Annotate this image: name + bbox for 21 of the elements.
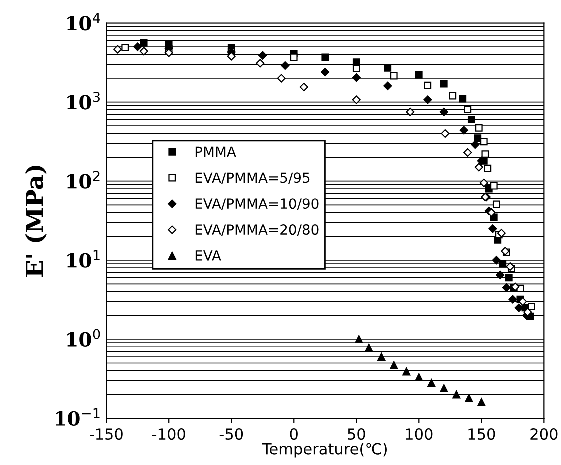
x-tick-label: -100 [152,428,186,440]
legend-label: EVA/PMMA=5/95 [196,172,310,184]
y-axis-title: E' (MPa) [25,166,47,277]
y-tick-label: 10$^{1}$ [68,250,100,268]
x-tick-label: 0 [290,428,298,440]
legend-label: EVA [196,250,222,261]
x-tick-label: 150 [468,428,496,440]
y-tick-label: 10$^{0}$ [68,329,100,347]
legend-label: EVA/PMMA=10/90 [196,198,319,210]
x-tick-label: -50 [220,428,244,440]
y-tick-label: 10$^{2}$ [68,171,100,189]
y-tick-label: 10$^{−1}$ [56,408,100,426]
x-tick-label: 50 [348,428,366,440]
legend-label: PMMA [196,146,236,158]
x-tick-label: 200 [530,428,558,440]
x-axis-title: Temperature(℃) [262,443,387,458]
legend-label: EVA/PMMA=20/80 [196,224,319,236]
x-tick-label: -150 [90,428,123,440]
y-tick-label: 10$^{3}$ [68,92,100,110]
y-tick-label: 10$^{4}$ [68,13,100,31]
x-tick-label: 100 [406,428,433,440]
